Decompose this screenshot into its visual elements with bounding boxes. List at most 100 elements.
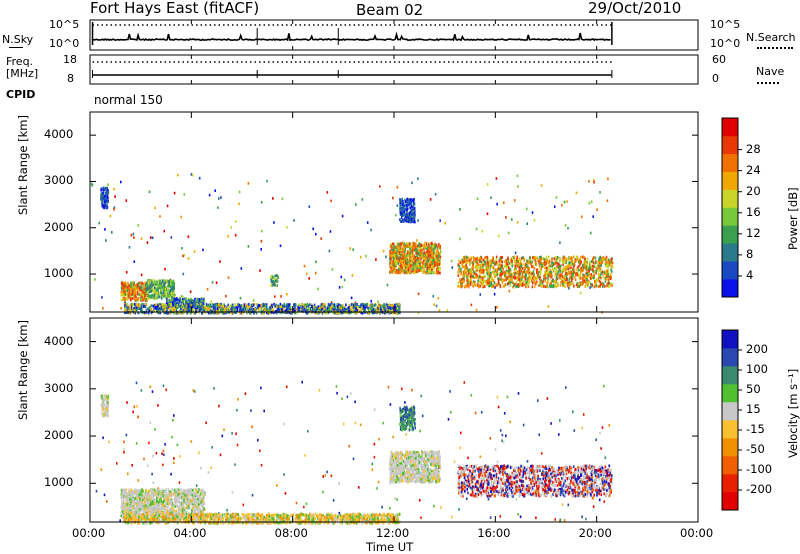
echo-cell: [400, 250, 402, 254]
echo-cell: [194, 311, 196, 315]
echo-cell: [505, 269, 508, 273]
echo-cell: [362, 303, 365, 307]
echo-cell: [507, 231, 510, 235]
echo-cell: [392, 259, 395, 263]
echo-cell: [399, 198, 401, 201]
echo-cell: [511, 260, 513, 263]
echo-cell: [537, 271, 540, 274]
echo-cell: [168, 300, 171, 304]
echo-cell: [299, 306, 301, 310]
echo-cell: [461, 281, 463, 285]
echo-cell: [394, 249, 396, 253]
echo-cell: [586, 278, 588, 282]
echo-cell: [168, 304, 170, 307]
echo-cell: [466, 284, 469, 288]
echo-cell: [153, 309, 156, 313]
echo-cell: [459, 237, 461, 241]
echo-cell: [540, 261, 543, 265]
echo-cell: [413, 209, 416, 212]
echo-cell: [158, 291, 161, 295]
echo-cell: [185, 297, 188, 301]
echo-cell: [214, 303, 217, 306]
echo-cell: [356, 303, 358, 306]
echo-cell: [393, 246, 395, 250]
echo-cell: [401, 261, 403, 265]
echo-cell: [431, 256, 433, 260]
echo-cell: [396, 307, 399, 310]
echo-cell: [198, 305, 201, 308]
echo-cell: [424, 270, 426, 274]
echo-cell: [604, 280, 607, 283]
echo-cell: [606, 263, 608, 266]
echo-cell: [493, 266, 495, 270]
echo-cell: [473, 280, 476, 284]
echo-cell: [485, 283, 488, 286]
echo-cell: [242, 308, 244, 312]
echo-cell: [432, 252, 435, 256]
echo-cell: [425, 271, 427, 275]
echo-cell: [194, 303, 196, 307]
echo-cell: [402, 269, 404, 273]
echo-cell: [135, 305, 138, 309]
echo-cell: [375, 307, 378, 310]
echo-cell: [570, 270, 572, 274]
echo-cell: [606, 264, 608, 268]
echo-cell: [275, 279, 277, 283]
echo-cell: [182, 254, 184, 258]
echo-cell: [482, 281, 484, 285]
echo-cell: [286, 293, 288, 296]
echo-cell: [328, 249, 331, 253]
echo-cell: [498, 259, 501, 263]
echo-cell: [417, 292, 420, 296]
echo-cell: [544, 266, 546, 270]
echo-cell: [470, 278, 472, 281]
echo-cell: [147, 280, 150, 284]
echo-cell: [324, 305, 326, 309]
echo-cell: [150, 289, 153, 293]
echo-cell: [495, 260, 498, 264]
echo-cell: [474, 265, 476, 269]
echo-cell: [409, 258, 411, 262]
echo-cell: [383, 305, 385, 309]
echo-cell: [389, 262, 391, 266]
echo-cell: [544, 274, 547, 278]
echo-cell: [506, 271, 508, 275]
echo-cell: [400, 202, 403, 206]
echo-cell: [478, 275, 481, 279]
echo-cell: [131, 303, 133, 306]
echo-cell: [467, 256, 470, 260]
echo-cell: [391, 261, 394, 264]
echo-cell: [394, 254, 397, 258]
echo-cell: [538, 272, 541, 276]
echo-cell: [330, 199, 332, 203]
echo-cell: [397, 311, 399, 315]
echo-cell: [397, 257, 400, 261]
echo-cell: [532, 270, 535, 274]
nsearch-tick-bottom: 10^0: [710, 37, 741, 50]
echo-cell: [412, 245, 415, 249]
nave-label: Nave: [756, 65, 785, 78]
echo-cell: [417, 244, 419, 248]
echo-cell: [420, 254, 423, 258]
echo-cell: [309, 306, 312, 310]
echo-cell: [516, 257, 518, 261]
echo-cell: [424, 257, 427, 260]
echo-cell: [439, 271, 441, 275]
echo-cell: [525, 261, 527, 265]
echo-cell: [172, 301, 175, 304]
echo-cell: [594, 270, 596, 274]
echo-cell: [276, 308, 279, 311]
echo-cell: [387, 308, 389, 312]
echo-cell: [598, 274, 600, 277]
echo-cell: [489, 264, 492, 268]
echo-cell: [174, 311, 177, 315]
echo-cell: [133, 260, 136, 263]
echo-cell: [576, 268, 578, 272]
echo-cell: [520, 268, 522, 271]
echo-cell: [475, 258, 477, 262]
echo-cell: [301, 306, 303, 310]
echo-cell: [150, 294, 152, 298]
echo-cell: [403, 264, 406, 267]
echo-cell: [439, 250, 442, 253]
echo-cell: [129, 290, 132, 293]
